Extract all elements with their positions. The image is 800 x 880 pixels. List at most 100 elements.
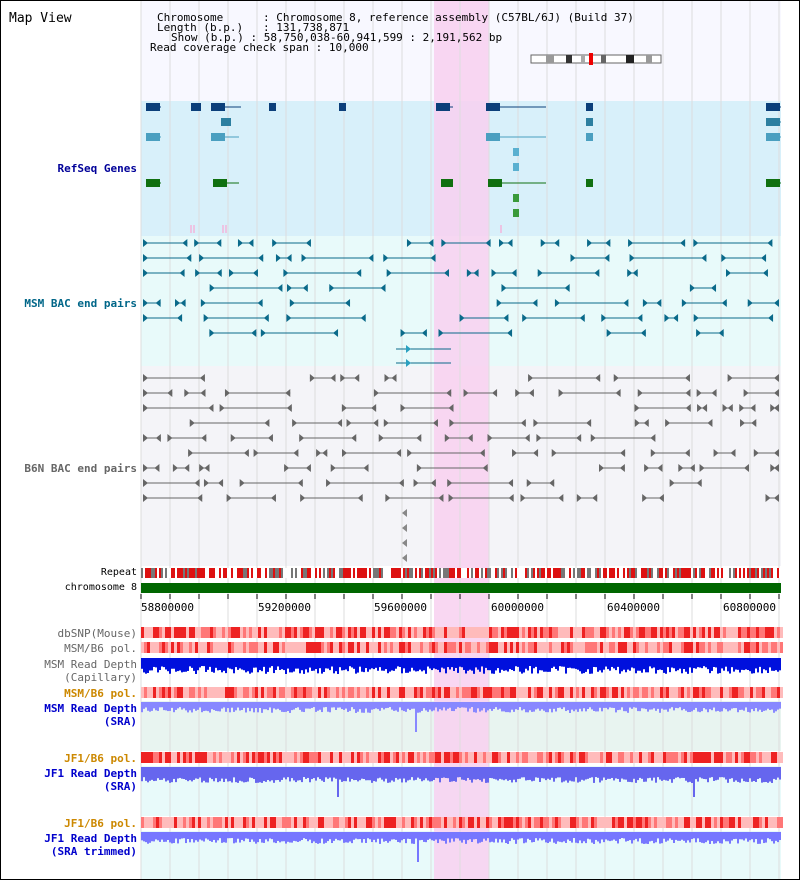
depth-bar (141, 832, 143, 841)
track-label-msm-depth-sra[interactable]: MSM Read Depth (44, 702, 137, 715)
depth-bar (277, 702, 279, 709)
depth-bar (299, 702, 301, 710)
repeat-mark (331, 568, 333, 578)
bac-end (154, 464, 160, 472)
bac-end (767, 239, 773, 247)
depth-bar (237, 832, 239, 839)
track-label-jf1-b6-pol-2[interactable]: JF1/B6 pol. (64, 817, 137, 830)
depth-bar (583, 702, 585, 709)
depth-bar (539, 832, 541, 839)
track-label-b6n-bac[interactable]: B6N BAC end pairs (24, 462, 137, 475)
bac-end (537, 269, 543, 277)
heat-cell (693, 627, 696, 638)
depth-bar (753, 702, 755, 712)
heat-cell (372, 752, 375, 763)
repeat-mark (349, 568, 351, 578)
depth-bar (533, 767, 535, 781)
depth-bar (627, 658, 629, 670)
track-label-msm-bac[interactable]: MSM BAC end pairs (24, 297, 137, 310)
depth-bar (267, 767, 269, 781)
heat-cell (144, 817, 147, 828)
repeat-mark (195, 568, 197, 578)
track-label-jf1-depth-sra[interactable]: JF1 Read Depth (44, 767, 137, 780)
depth-bar (727, 658, 729, 672)
heat-cell (396, 817, 399, 828)
heat-cell (240, 642, 243, 653)
heat-cell (147, 642, 150, 653)
depth-bar (695, 832, 697, 843)
depth-bar (437, 832, 439, 844)
depth-bar (237, 702, 239, 708)
depth-bar (755, 832, 757, 840)
depth-bar (553, 767, 555, 782)
heat-cell (663, 627, 666, 638)
repeat-mark (643, 568, 645, 578)
depth-bar (373, 702, 375, 710)
depth-bar (339, 832, 341, 841)
heat-cell (237, 817, 240, 828)
depth-bar (561, 702, 563, 710)
depth-bar (655, 658, 657, 674)
depth-bar (301, 702, 303, 712)
depth-bar (333, 658, 335, 674)
heat-cell (672, 752, 675, 763)
depth-bar (307, 767, 309, 778)
depth-bar (775, 832, 777, 841)
track-label-jf1-depth-trim[interactable]: JF1 Read Depth (44, 832, 137, 845)
heat-cell (690, 752, 693, 763)
depth-bar (309, 832, 311, 840)
repeat-mark (493, 568, 495, 578)
track-label-refseq[interactable]: RefSeq Genes (57, 162, 137, 175)
bac-end (549, 479, 555, 487)
depth-bar (327, 658, 329, 669)
bac-end (558, 494, 564, 502)
bac-end (188, 449, 194, 457)
track-label-jf1-b6-pol[interactable]: JF1/B6 pol. (64, 752, 137, 765)
repeat-mark (445, 568, 447, 578)
depth-bar (487, 658, 489, 671)
depth-bar (715, 832, 717, 844)
depth-bar (673, 702, 675, 711)
heat-cell (669, 687, 672, 698)
heat-cell (357, 752, 360, 763)
depth-bar (607, 832, 609, 841)
depth-bar (611, 767, 613, 778)
depth-bar (375, 658, 377, 668)
heat-cell (564, 817, 567, 828)
repeat-mark (735, 568, 737, 578)
depth-bar (185, 832, 187, 844)
bac-end (407, 449, 413, 457)
bac-end (316, 449, 322, 457)
heat-cell (354, 642, 357, 653)
heat-cell (402, 687, 405, 698)
depth-bar (521, 658, 523, 674)
track-label-msm-b6-pol[interactable]: MSM/B6 pol. (64, 642, 137, 655)
heat-cell (186, 642, 189, 653)
depth-bar (603, 658, 605, 670)
depth-bar (457, 767, 459, 778)
depth-bar (161, 767, 163, 780)
heat-cell (507, 752, 510, 763)
bac-end (448, 404, 454, 412)
depth-bar (373, 658, 375, 670)
heat-cell (369, 627, 372, 638)
bac-end (284, 464, 290, 472)
depth-bar (339, 658, 341, 668)
depth-bar (641, 832, 643, 844)
depth-bar (217, 658, 219, 671)
depth-bar (367, 658, 369, 672)
heat-cell (606, 752, 609, 763)
heat-cell (261, 627, 264, 638)
heat-cell (504, 627, 507, 638)
heat-cell (450, 627, 453, 638)
track-label-msm-b6-pol-2[interactable]: MSM/B6 pol. (64, 687, 137, 700)
heat-cell (690, 817, 693, 828)
heat-cell (585, 752, 588, 763)
heat-cell (705, 752, 708, 763)
depth-bar (711, 658, 713, 671)
track-label-msm-depth-cap[interactable]: MSM Read Depth (44, 658, 137, 671)
heat-cell (702, 817, 705, 828)
track-label-dbsnp[interactable]: dbSNP(Mouse) (57, 627, 137, 640)
heat-cell (486, 687, 489, 698)
